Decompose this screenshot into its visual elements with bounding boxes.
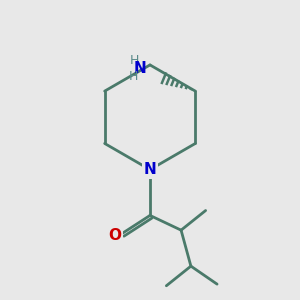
- Text: H: H: [128, 70, 138, 83]
- Text: O: O: [109, 228, 122, 243]
- Text: H: H: [130, 53, 140, 67]
- Text: N: N: [144, 162, 156, 177]
- Text: N: N: [133, 61, 146, 76]
